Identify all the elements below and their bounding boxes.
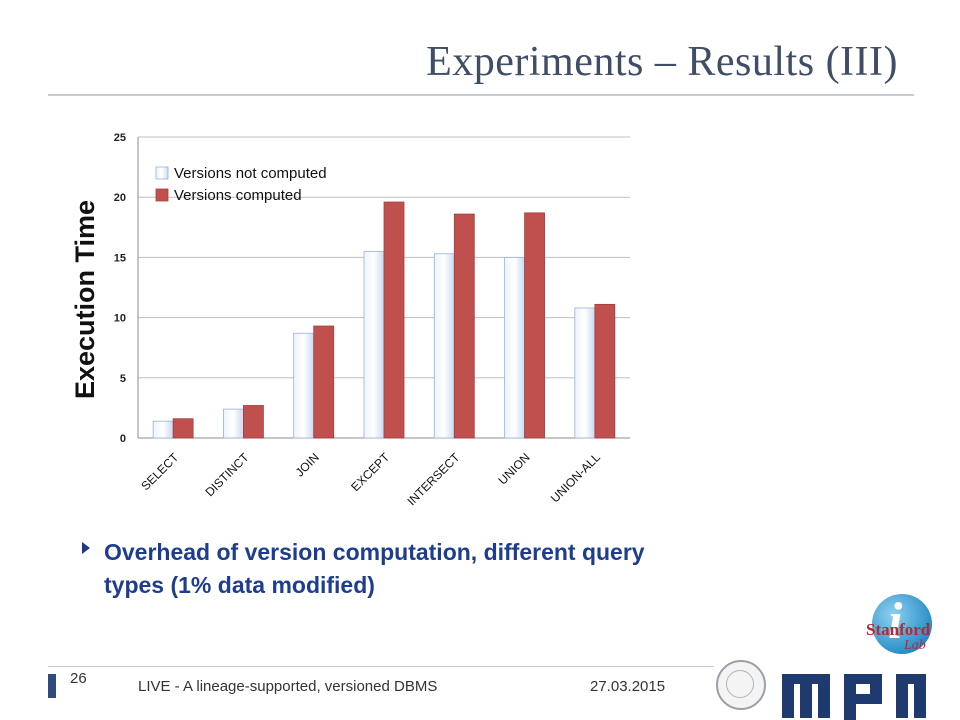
bar-union-all-series-1 <box>574 307 596 439</box>
bullet-arrow-icon <box>82 542 90 554</box>
x-tick-label: INTERSECT <box>404 450 462 508</box>
stanford-logo-i-glyph: i <box>888 593 903 650</box>
bar-distinct-series-2 <box>243 405 264 439</box>
bar-select-series-2 <box>172 418 194 439</box>
legend-swatch-2 <box>155 188 169 202</box>
y-tick-label: 5 <box>120 373 126 385</box>
bar-except-series-1 <box>363 250 385 439</box>
bullet-text: Overhead of version computation, differe… <box>104 539 645 598</box>
x-tick-label: UNION <box>495 450 532 487</box>
y-tick-label: 20 <box>114 192 126 204</box>
y-axis-label: Execution Time <box>70 200 100 399</box>
bar-union-series-1 <box>504 256 525 439</box>
bar-except-series-2 <box>383 201 405 439</box>
y-tick-label: 15 <box>114 252 126 264</box>
y-tick-label: 25 <box>114 132 126 144</box>
stanford-logo-circle <box>872 594 932 654</box>
footer-text: LIVE - A lineage-supported, versioned DB… <box>138 678 438 695</box>
x-tick-label: EXCEPT <box>348 450 392 494</box>
x-tick-label: JOIN <box>293 450 322 479</box>
bar-intersect-series-1 <box>433 253 455 439</box>
bar-join-series-1 <box>293 332 315 439</box>
footer-marker <box>48 674 56 698</box>
legend-swatch-1 <box>155 166 169 180</box>
legend-label-2: Versions computed <box>174 187 302 204</box>
y-tick-label: 0 <box>120 433 126 445</box>
stanford-logo-word: Stanford <box>866 620 931 639</box>
bar-select-series-1 <box>152 420 174 439</box>
title-divider <box>48 94 914 96</box>
x-tick-label: UNION-ALL <box>548 450 603 505</box>
mpi-logo <box>782 674 926 720</box>
stanford-logo-lab: Lab <box>904 638 926 653</box>
legend-label-1: Versions not computed <box>174 165 327 182</box>
stanford-infolab-logo: i Stanford Lab <box>866 594 944 660</box>
footer-divider <box>48 666 714 667</box>
footer-date: 27.03.2015 <box>590 678 666 695</box>
bar-intersect-series-2 <box>453 213 475 439</box>
max-planck-seal-icon <box>716 660 766 710</box>
y-tick-label: 10 <box>114 313 126 325</box>
x-tick-label: DISTINCT <box>203 450 252 499</box>
bar-join-series-2 <box>313 325 335 439</box>
bar-union-series-2 <box>524 212 545 439</box>
bar-distinct-series-1 <box>223 408 244 439</box>
page-number: 26 <box>70 670 87 687</box>
execution-time-bar-chart: 0 5 10 15 20 25 SELECT DISTINCT JOIN EXCEPT INTERS… <box>70 132 630 508</box>
x-tick-label: SELECT <box>138 450 181 493</box>
bar-union-all-series-2 <box>594 303 616 439</box>
slide-title: Experiments – Results (III) <box>426 39 898 85</box>
